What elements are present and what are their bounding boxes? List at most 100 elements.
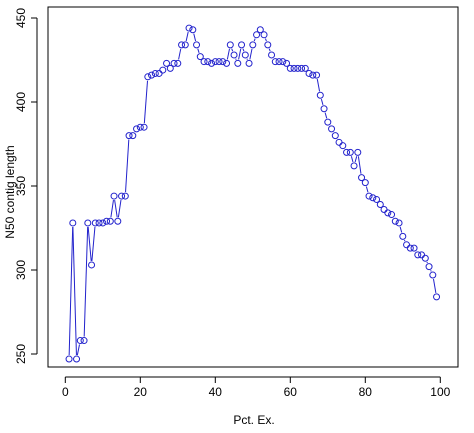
data-point: [350, 162, 358, 170]
data-point: [331, 132, 339, 140]
data-point: [339, 142, 347, 150]
series-segment: [324, 112, 328, 119]
data-point: [346, 148, 354, 156]
data-point: [433, 293, 441, 301]
series-segment: [350, 156, 354, 163]
data-point: [421, 254, 429, 262]
series-segment: [68, 226, 74, 356]
data-point: [230, 51, 238, 59]
data-point: [163, 59, 171, 67]
data-point: [121, 192, 129, 200]
data-point: [403, 241, 411, 249]
data-point: [178, 41, 186, 49]
data-point: [148, 71, 156, 79]
data-point: [418, 251, 426, 259]
data-point: [320, 105, 328, 113]
y-tick-label: 400: [14, 92, 28, 112]
data-point: [91, 219, 99, 227]
data-point: [174, 59, 182, 67]
data-point: [110, 192, 118, 200]
data-point: [380, 206, 388, 214]
data-point: [290, 64, 298, 72]
data-point: [283, 59, 291, 67]
data-point: [260, 31, 268, 39]
series-segment: [253, 38, 256, 42]
data-point: [151, 69, 159, 77]
x-tick-label: 40: [209, 385, 223, 399]
y-tick-label: 350: [14, 176, 28, 196]
series-segment: [87, 226, 92, 262]
data-point: [313, 71, 321, 79]
series-segment: [432, 278, 437, 294]
series-segment: [117, 199, 122, 218]
series-segment: [197, 48, 200, 53]
data-point: [373, 195, 381, 203]
data-point: [73, 355, 81, 363]
series-segment: [91, 226, 96, 262]
data-point: [249, 41, 257, 49]
data-point: [414, 251, 422, 259]
data-point: [253, 31, 261, 39]
data-point: [305, 69, 313, 77]
data-point: [181, 41, 189, 49]
data-point: [365, 192, 373, 200]
data-point: [88, 261, 96, 269]
series-segment: [76, 344, 80, 356]
data-point: [388, 211, 396, 219]
data-point: [316, 91, 324, 99]
series-segment: [242, 48, 245, 52]
data-point: [271, 58, 279, 66]
data-point: [204, 58, 212, 66]
data-point: [395, 219, 403, 227]
series-segment: [193, 33, 197, 42]
data-point: [140, 123, 148, 131]
data-point: [114, 217, 122, 225]
series-segment: [320, 98, 324, 106]
data-point: [343, 148, 351, 156]
y-axis-title: N50 contig length: [3, 145, 17, 238]
series-segment: [268, 48, 271, 52]
data-point: [103, 217, 111, 225]
series-line: [65, 24, 441, 363]
data-point: [84, 219, 92, 227]
data-point: [118, 192, 126, 200]
series-segment: [72, 226, 77, 356]
series-segment: [83, 226, 89, 337]
data-point: [215, 58, 223, 66]
data-point: [106, 217, 114, 225]
data-point: [95, 219, 103, 227]
data-point: [80, 337, 88, 345]
data-point: [301, 64, 309, 72]
series-segment: [143, 80, 149, 124]
data-point: [391, 217, 399, 225]
series-segment: [399, 226, 403, 233]
data-point: [219, 58, 227, 66]
data-point: [369, 194, 377, 202]
data-point: [238, 41, 246, 49]
series-segment: [357, 156, 362, 174]
data-point: [99, 219, 107, 227]
series-segment: [354, 156, 358, 163]
y-tick-label: 450: [14, 8, 28, 28]
series-segment: [365, 186, 369, 193]
x-tick-label: 0: [62, 385, 69, 399]
data-point: [399, 232, 407, 240]
data-point: [358, 174, 366, 182]
data-point: [133, 125, 141, 133]
series-segment: [178, 48, 182, 60]
axes: 0 20 40 60 80 100 250 300 350 400 450: [14, 6, 459, 399]
data-point: [125, 132, 133, 140]
series-segment: [238, 48, 242, 60]
data-point: [268, 51, 276, 59]
data-point: [234, 59, 242, 67]
data-point: [129, 132, 137, 140]
x-axis-title: Pct. Ex.: [233, 413, 274, 427]
data-point: [166, 64, 174, 72]
data-point: [200, 58, 208, 66]
data-point: [208, 59, 216, 67]
data-point: [406, 244, 414, 252]
data-point: [279, 58, 287, 66]
data-point: [354, 148, 362, 156]
x-tick-label: 20: [134, 385, 148, 399]
data-point: [189, 26, 197, 34]
